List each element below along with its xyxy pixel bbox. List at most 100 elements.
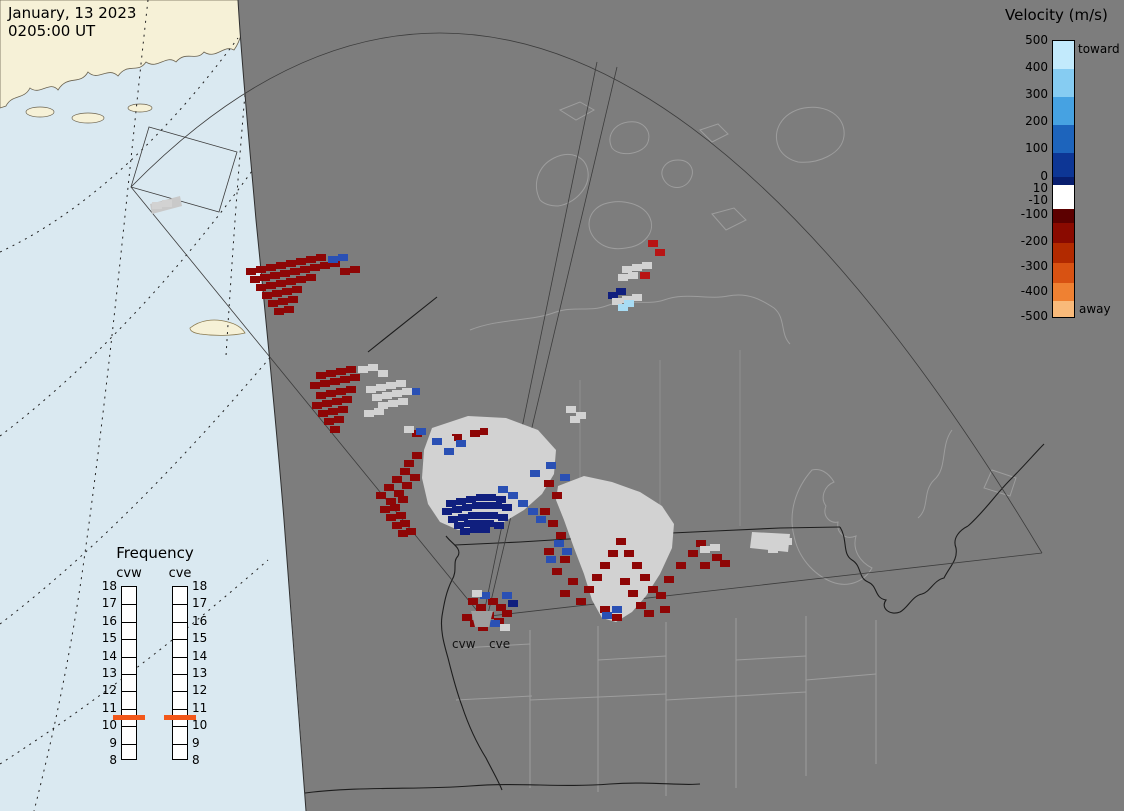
data-cell-g <box>710 544 720 551</box>
data-cell-dr <box>286 260 296 267</box>
frequency-tick: 17 <box>192 596 208 611</box>
data-cell-dr <box>266 264 276 271</box>
coastal-island <box>71 112 105 124</box>
frequency-tick: 12 <box>192 683 208 698</box>
data-cell-dr <box>470 430 480 437</box>
frequency-ladder-right <box>172 586 188 760</box>
data-cell-g <box>378 402 388 409</box>
data-cell-db <box>454 522 464 529</box>
data-cell-dr <box>274 308 284 315</box>
away-label: away <box>1079 302 1111 316</box>
boundary-outline <box>461 643 531 649</box>
data-cell-g <box>612 298 622 305</box>
boundary-outline <box>805 673 877 681</box>
data-cell-g <box>382 392 392 399</box>
frequency-tick: 16 <box>101 613 117 628</box>
data-cell-dr <box>326 390 336 397</box>
data-cell-dr <box>688 550 698 557</box>
frequency-tick: 10 <box>192 718 208 733</box>
ladder-rung <box>173 743 187 745</box>
data-cell-b <box>410 388 420 395</box>
data-cell-dr <box>478 624 488 631</box>
data-cell-dr <box>320 380 330 387</box>
data-cell-dr <box>338 406 348 413</box>
data-cell-dr <box>664 576 674 583</box>
velocity-bar-segment <box>1053 243 1074 263</box>
data-cell-dr <box>268 300 278 307</box>
data-cell-db <box>458 514 468 521</box>
data-cell-g <box>472 590 482 597</box>
data-cell-g <box>622 266 632 273</box>
ladder-rung <box>173 691 187 693</box>
data-cell-db <box>608 292 618 299</box>
data-cell-b <box>456 440 466 447</box>
data-cell-dr <box>288 296 298 303</box>
data-cell-db <box>484 520 494 527</box>
data-cell-db <box>616 288 626 295</box>
boundary-outline <box>536 154 589 207</box>
data-cell-dr <box>584 586 594 593</box>
frequency-tick: 11 <box>192 700 208 715</box>
data-cell-db <box>460 528 470 535</box>
data-cell-lb <box>618 304 628 311</box>
data-cell-g <box>444 436 454 443</box>
data-cell-dr <box>278 298 288 305</box>
data-cell-dr <box>296 258 306 265</box>
data-cell-dr <box>660 606 670 613</box>
data-cell-dr <box>644 610 654 617</box>
frequency-tick: 16 <box>192 613 208 628</box>
data-cell-dr <box>552 568 562 575</box>
radar-label-cve: cve <box>489 637 510 651</box>
data-cell-g <box>628 272 638 279</box>
data-cell-g <box>358 366 368 373</box>
data-cell-r <box>648 240 658 247</box>
data-cell-dr <box>256 284 266 291</box>
data-cell-g <box>368 364 378 371</box>
data-cell-dr <box>316 254 326 261</box>
data-cell-g <box>488 428 498 435</box>
velocity-bar-segment <box>1053 69 1074 97</box>
date-text: January, 13 2023 <box>8 4 137 22</box>
data-cell-b <box>518 500 528 507</box>
data-cell-db <box>508 600 518 607</box>
data-cell-db <box>492 502 502 509</box>
velocity-tick-500: 500 <box>1025 33 1048 47</box>
velocity-bar-segment <box>1053 185 1074 209</box>
data-cell-dr <box>390 504 400 511</box>
ladder-rung <box>122 639 136 641</box>
data-cell-g <box>566 406 576 413</box>
data-cell-dr <box>310 382 320 389</box>
magnetic-graticule <box>0 0 301 811</box>
velocity-tick-200: 200 <box>1025 114 1048 128</box>
data-cell-dr <box>632 562 642 569</box>
west-coast-line <box>440 535 503 791</box>
data-cell-db <box>448 516 458 523</box>
data-cell-dr <box>336 368 346 375</box>
velocity-bar-segment <box>1053 125 1074 153</box>
continent-landmass <box>238 0 1124 811</box>
fov-right-edge <box>489 552 1043 617</box>
data-cell-b <box>502 592 512 599</box>
ladder-rung <box>122 726 136 728</box>
data-cell-dr <box>330 378 340 385</box>
data-cell-dr <box>696 540 706 547</box>
data-cell-g <box>778 544 788 551</box>
data-cell-dr <box>394 490 404 497</box>
data-cell-dr <box>386 514 396 521</box>
frequency-tick: 8 <box>109 753 117 767</box>
data-cell-dr <box>392 522 402 529</box>
data-cell-dr <box>406 528 416 535</box>
data-cell-g <box>500 432 510 439</box>
data-cell-g <box>386 382 396 389</box>
data-cell-dr <box>350 266 360 273</box>
coastal-island <box>25 106 55 118</box>
data-cell-dr <box>386 498 396 505</box>
data-cell-g <box>364 410 374 417</box>
data-cell-dr <box>656 592 666 599</box>
velocity-tick--300: -300 <box>1020 259 1048 273</box>
data-cell-g <box>372 394 382 401</box>
velocity-tick--400: -400 <box>1020 284 1048 298</box>
data-cell-dr <box>276 280 286 287</box>
data-cell-g <box>772 534 782 541</box>
data-cell-dr <box>346 366 356 373</box>
